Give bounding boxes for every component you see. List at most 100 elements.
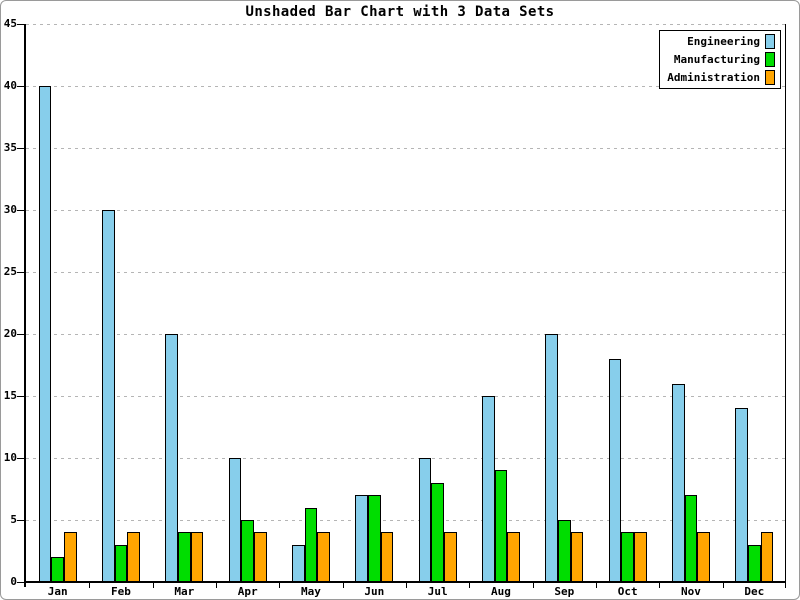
x-axis-line: [24, 581, 786, 583]
x-axis-tick-6: [406, 583, 407, 588]
bar-manufacturing-feb: [114, 544, 128, 582]
bar-administration-feb: [127, 532, 140, 582]
legend-swatch-manufacturing: [765, 51, 775, 67]
bar-manufacturing-dec: [748, 544, 761, 582]
x-axis-category-label-mar: Mar: [174, 585, 195, 598]
x-axis-category-label-may: May: [301, 585, 321, 598]
bar-administration-jul: [444, 532, 457, 582]
y-axis-tick-label-30: 30: [3, 203, 17, 216]
y-axis-tick-30: [17, 210, 24, 211]
bar-manufacturing-apr: [241, 520, 254, 582]
x-axis-tick-7: [469, 583, 471, 588]
legend-label-engineering: Engineering: [687, 35, 760, 49]
bar-administration-oct: [634, 532, 647, 582]
bar-administration-apr: [254, 532, 267, 582]
y-axis-tick-5: [17, 520, 24, 521]
gridline-20: [26, 334, 786, 335]
x-axis-tick-right: [785, 583, 786, 588]
bar-engineering-jul: [418, 458, 432, 582]
y-axis-tick-45: [17, 24, 24, 25]
y-axis-tick-10: [17, 458, 24, 459]
bar-manufacturing-aug: [494, 470, 508, 582]
bar-engineering-may: [292, 544, 305, 582]
legend-item-engineering: Engineering: [660, 33, 780, 50]
bar-engineering-apr: [228, 458, 242, 582]
chart-title: Unshaded Bar Chart with 3 Data Sets: [245, 4, 555, 20]
bar-administration-sep: [570, 532, 584, 582]
bar-engineering-jun: [355, 495, 368, 582]
x-axis-category-label-jan: Jan: [47, 585, 68, 598]
bar-engineering-oct: [608, 358, 622, 582]
y-axis-tick-15: [17, 396, 24, 397]
y-axis-tick-20: [17, 334, 24, 335]
x-axis-tick-3: [216, 583, 217, 588]
x-axis-tick-4: [279, 583, 281, 588]
bar-administration-aug: [507, 532, 520, 582]
bar-manufacturing-sep: [558, 520, 571, 582]
bar-engineering-aug: [482, 396, 495, 582]
bar-manufacturing-nov: [684, 495, 698, 582]
gridline-25: [26, 272, 786, 273]
legend-item-administration: Administration: [660, 69, 780, 86]
bar-manufacturing-jun: [368, 495, 381, 582]
x-axis-category-label-apr: Apr: [237, 585, 258, 598]
legend-label-administration: Administration: [667, 70, 760, 84]
bar-manufacturing-mar: [178, 532, 191, 582]
bar-administration-jun: [380, 532, 394, 582]
y-axis-tick-label-35: 35: [3, 141, 17, 154]
bar-manufacturing-may: [304, 507, 318, 582]
y-axis-tick-40: [17, 86, 24, 87]
bar-engineering-feb: [102, 210, 115, 582]
bar-engineering-sep: [545, 334, 558, 582]
bar-administration-mar: [190, 532, 204, 582]
legend-swatch-administration: [765, 69, 775, 85]
x-axis-category-label-oct: Oct: [617, 585, 638, 598]
gridline-45: [26, 24, 786, 25]
x-axis-tick-1: [89, 583, 91, 588]
bar-administration-may: [317, 532, 330, 582]
x-axis-category-label-jun: Jun: [364, 585, 385, 598]
bar-manufacturing-jul: [431, 482, 444, 582]
gridline-5: [26, 520, 786, 521]
y-axis-tick-25: [17, 272, 24, 273]
gridline-15: [26, 396, 786, 397]
bar-engineering-dec: [735, 408, 748, 582]
legend: Engineering Manufacturing Administration: [659, 30, 781, 89]
x-axis-category-label-sep: Sep: [554, 585, 575, 598]
y-axis-tick-label-20: 20: [3, 327, 17, 340]
bar-administration-jan: [64, 532, 77, 582]
y-axis-tick-label-15: 15: [3, 389, 17, 402]
y-axis-tick-label-45: 45: [3, 17, 17, 30]
x-axis-tick-2: [152, 583, 154, 588]
y-axis-tick-label-0: 0: [10, 575, 17, 588]
bar-engineering-mar: [165, 334, 178, 582]
x-axis-category-label-jul: Jul: [427, 585, 448, 598]
y-axis-tick-label-25: 25: [3, 265, 17, 278]
y-axis-tick-35: [17, 148, 24, 149]
bar-engineering-nov: [672, 383, 685, 582]
x-axis-tick-11: [722, 583, 724, 588]
x-axis-category-label-nov: Nov: [681, 585, 701, 598]
y-axis-tick-label-5: 5: [10, 513, 17, 526]
bar-manufacturing-jan: [51, 557, 64, 582]
bar-engineering-jan: [38, 86, 52, 582]
legend-item-manufacturing: Manufacturing: [660, 51, 780, 68]
y-axis-tick-0: [17, 582, 24, 583]
y-axis-tick-label-10: 10: [3, 451, 17, 464]
x-axis-tick-9: [596, 583, 597, 588]
gridline-30: [26, 210, 786, 211]
legend-label-manufacturing: Manufacturing: [673, 52, 760, 66]
x-axis-tick-10: [659, 583, 661, 588]
bar-manufacturing-oct: [621, 532, 634, 582]
x-axis-category-label-aug: Aug: [491, 585, 511, 598]
y-axis-tick-label-40: 40: [3, 79, 17, 92]
x-axis-category-label-dec: Dec: [744, 585, 765, 598]
x-axis-category-label-feb: Feb: [111, 585, 131, 598]
bar-administration-dec: [760, 532, 774, 582]
right-border-line: [785, 24, 786, 582]
legend-swatch-engineering: [765, 34, 775, 50]
y-axis-line: [24, 24, 26, 587]
gridline-35: [26, 148, 786, 149]
gridline-10: [26, 458, 786, 459]
